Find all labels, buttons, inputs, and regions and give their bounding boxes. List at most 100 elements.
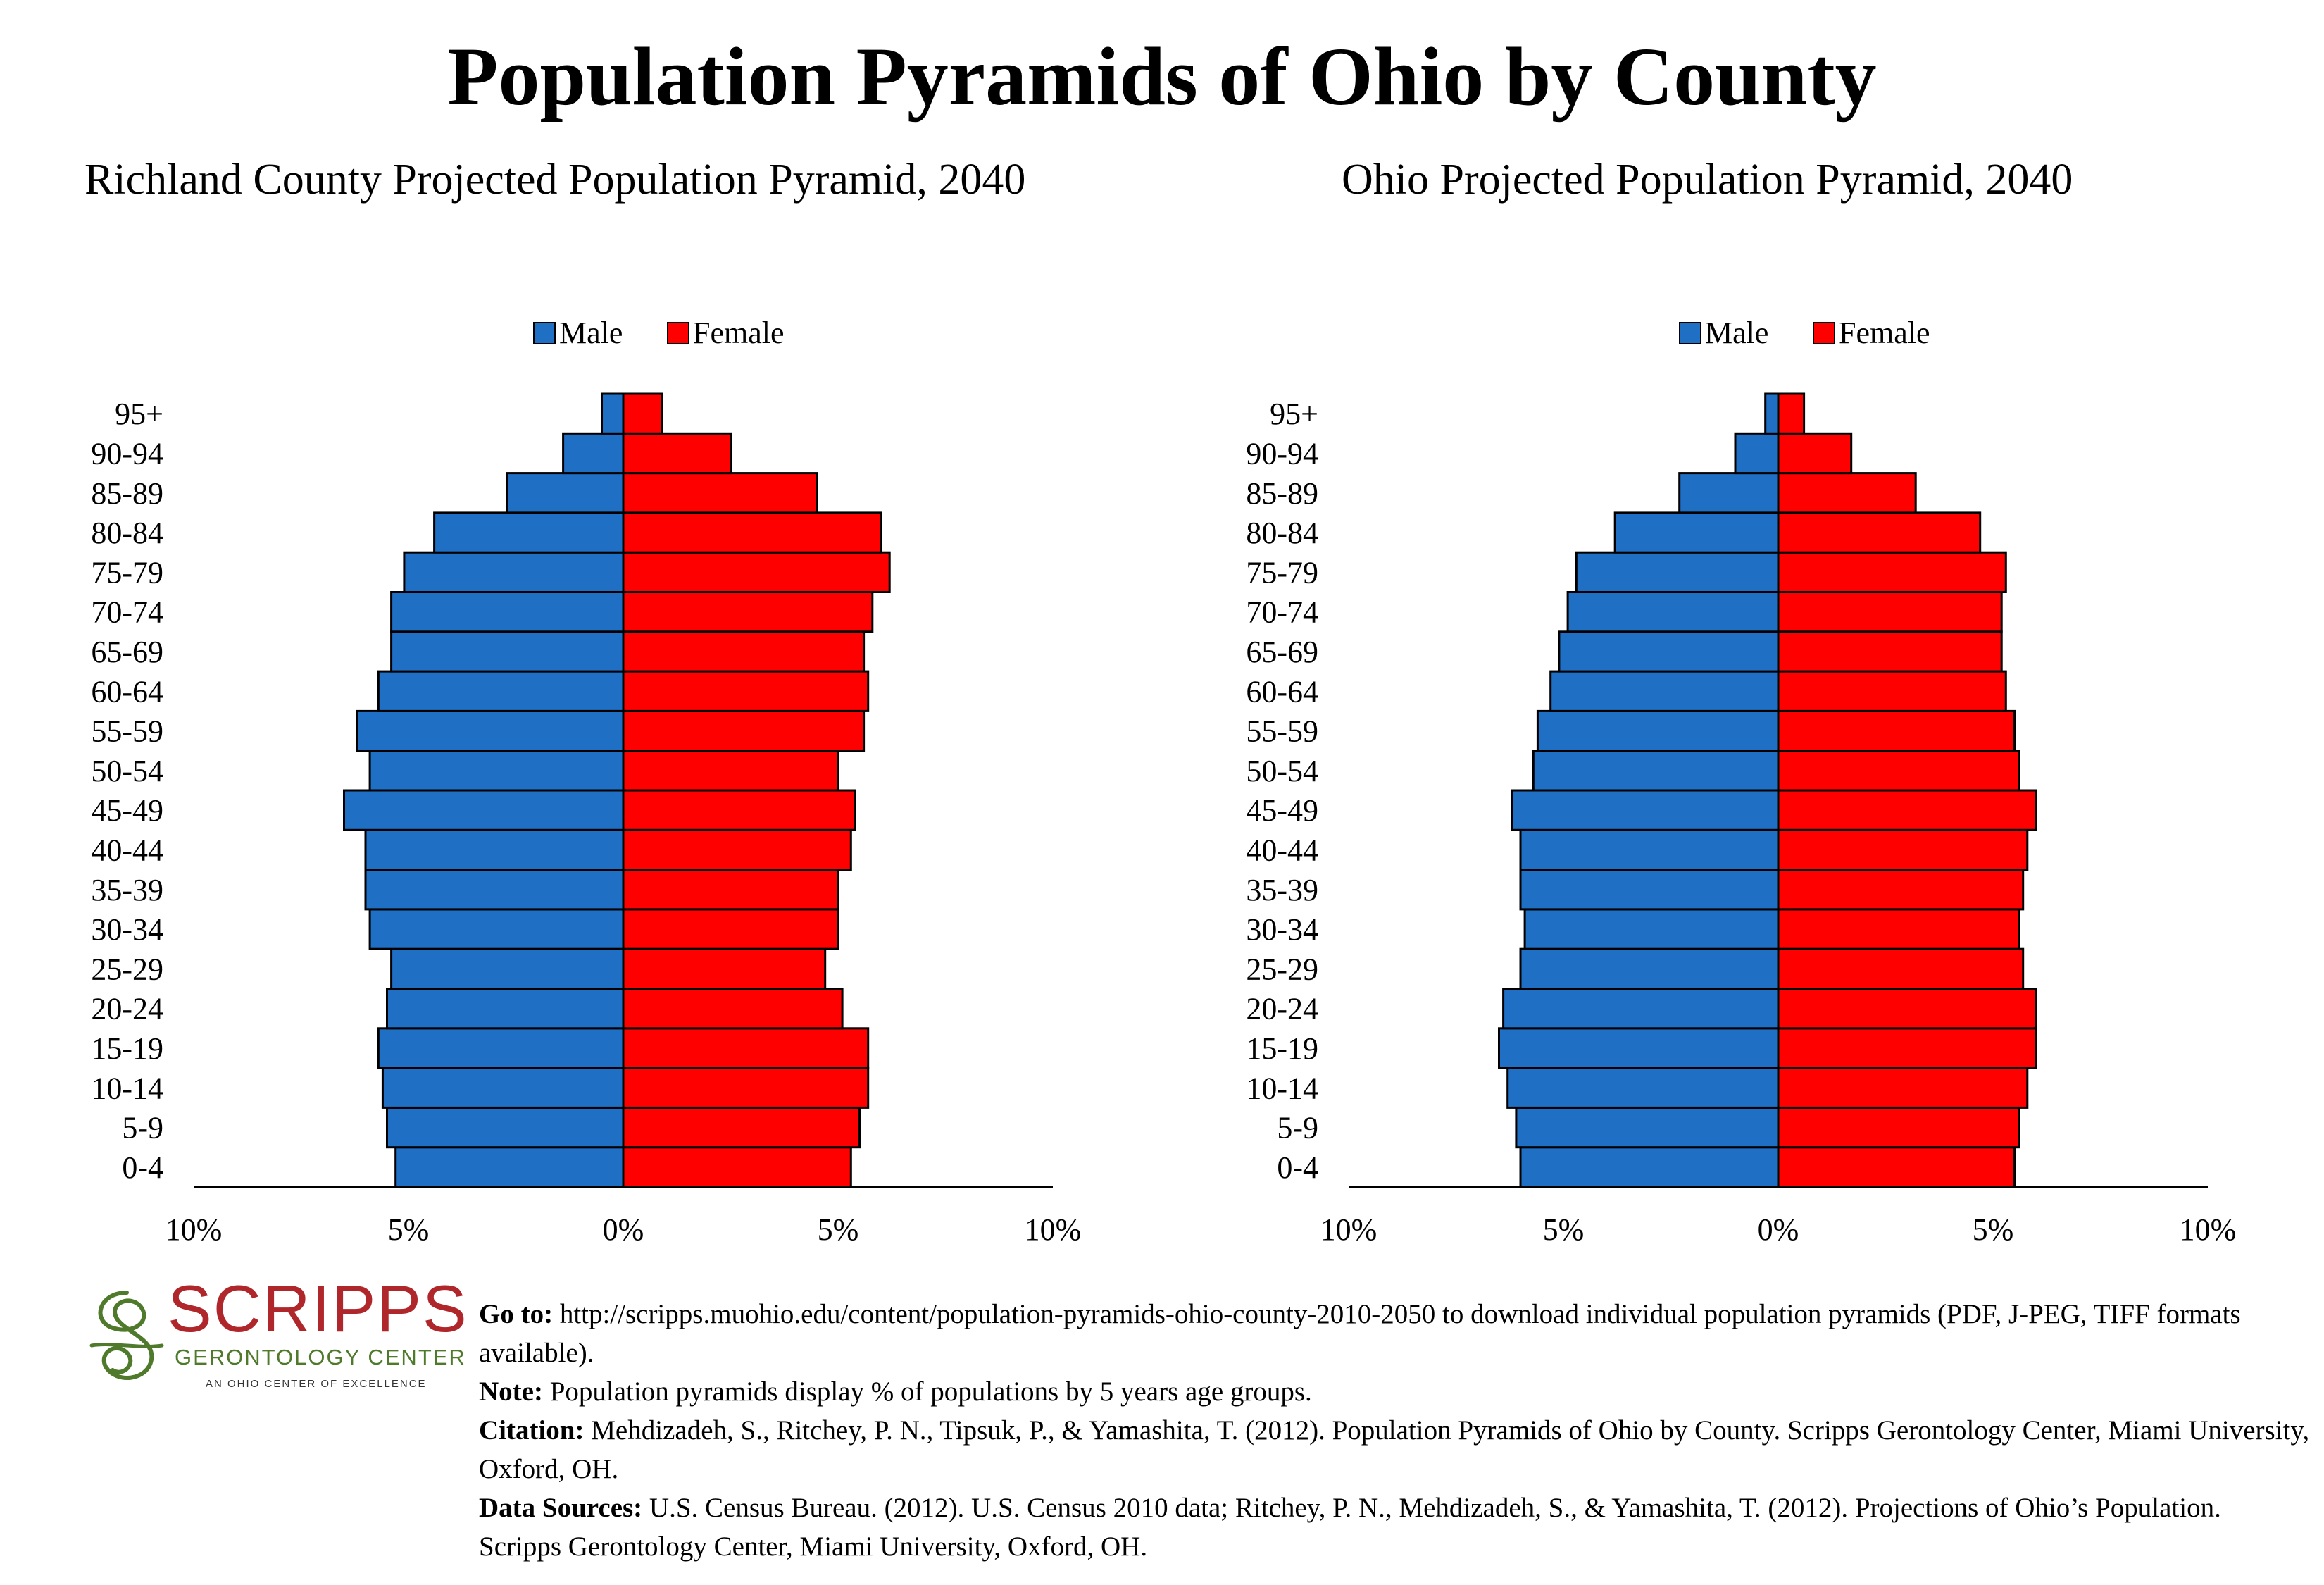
scripps-swirl-icon	[89, 1291, 164, 1380]
age-group-label: 75-79	[91, 555, 163, 590]
age-group-label: 75-79	[1246, 555, 1318, 590]
age-group-label: 5-9	[1277, 1111, 1318, 1145]
x-tick-label: 5%	[1543, 1212, 1585, 1247]
footer-notes: Go to: http://scripps.muohio.edu/content…	[479, 1295, 2310, 1566]
age-group-label: 15-19	[1246, 1031, 1318, 1066]
richland-chart-title: Richland County Projected Population Pyr…	[85, 156, 1026, 204]
female-bar	[622, 709, 866, 752]
male-bar	[1498, 1027, 1780, 1069]
male-bar	[356, 709, 625, 752]
male-bar	[364, 869, 625, 911]
age-group-label: 85-89	[91, 476, 163, 511]
male-bar	[1523, 908, 1780, 950]
female-bar	[622, 1146, 852, 1188]
age-group-label: 5-9	[122, 1111, 163, 1145]
female-bar	[1777, 630, 2003, 673]
age-group-label: 40-44	[1246, 833, 1318, 867]
citation-line: Citation: Mehdizadeh, S., Ritchey, P. N.…	[479, 1411, 2310, 1488]
female-bar	[1777, 392, 1806, 435]
male-bar	[368, 908, 625, 950]
male-bar	[403, 551, 625, 594]
male-bar	[390, 630, 625, 673]
female-bar	[1777, 988, 2037, 1030]
age-group-label: 95+	[115, 397, 163, 431]
male-bar	[1519, 1146, 1780, 1188]
male-bar	[1519, 828, 1780, 871]
age-group-label: 20-24	[91, 992, 163, 1026]
note-label: Note:	[479, 1376, 543, 1407]
goto-label: Go to:	[479, 1299, 554, 1329]
legend-female-swatch	[1813, 322, 1835, 344]
age-group-label: 60-64	[1246, 674, 1318, 709]
page-title: Population Pyramids of Ohio by County	[447, 30, 1877, 123]
female-bar	[622, 1106, 861, 1149]
x-tick-label: 5%	[818, 1212, 859, 1247]
legend-female-swatch	[667, 322, 689, 344]
female-bar	[1777, 1106, 2020, 1149]
male-bar	[1575, 551, 1780, 594]
sources-text: U.S. Census Bureau. (2012). U.S. Census …	[479, 1493, 2221, 1562]
female-bar	[622, 630, 866, 673]
age-group-label: 95+	[1270, 397, 1318, 431]
female-bar	[1777, 1027, 2037, 1069]
male-bar	[433, 511, 625, 554]
female-bar	[622, 670, 870, 712]
male-bar	[386, 1106, 625, 1149]
male-bar	[377, 670, 625, 712]
female-bar	[622, 591, 874, 633]
age-group-label: 50-54	[91, 754, 163, 788]
male-bar	[381, 1067, 625, 1109]
male-bar	[1511, 789, 1780, 831]
age-group-label: 65-69	[91, 635, 163, 669]
female-bar	[622, 1027, 870, 1069]
male-bar	[1519, 947, 1780, 990]
male-bar	[1734, 432, 1780, 475]
female-bar	[1777, 709, 2016, 752]
ohio-chart-title: Ohio Projected Population Pyramid, 2040	[1342, 156, 2073, 204]
male-bar	[562, 432, 625, 475]
sources-label: Data Sources:	[479, 1493, 643, 1523]
female-bar	[1777, 472, 1917, 514]
male-bar	[1549, 670, 1780, 712]
age-group-label: 35-39	[1246, 873, 1318, 907]
citation-text: Mehdizadeh, S., Ritchey, P. N., Tipsuk, …	[479, 1415, 2310, 1484]
male-bar	[1613, 511, 1780, 554]
male-bar	[1558, 630, 1780, 673]
x-tick-label: 10%	[2180, 1212, 2237, 1247]
female-bar	[1777, 1067, 2029, 1109]
x-tick-label: 0%	[1758, 1212, 1799, 1247]
male-bar	[390, 591, 625, 633]
age-group-label: 30-34	[1246, 912, 1318, 947]
female-bar	[622, 988, 844, 1030]
age-group-label: 85-89	[1246, 476, 1318, 511]
male-bar	[343, 789, 625, 831]
legend-male-swatch	[533, 322, 556, 344]
age-group-label: 70-74	[1246, 595, 1318, 630]
male-bar	[386, 988, 625, 1030]
age-group-label: 80-84	[1246, 516, 1318, 550]
female-bar	[622, 432, 732, 475]
age-group-label: 25-29	[1246, 952, 1318, 986]
age-group-label: 55-59	[1246, 714, 1318, 749]
richland-pyramid-svg: Male Female 0-4 5-9 10-14 15-19 20-24 25-29 30-3…	[91, 316, 1081, 1247]
age-group-label: 0-4	[1277, 1150, 1318, 1185]
male-bar	[368, 750, 625, 792]
age-group-label: 35-39	[91, 873, 163, 907]
female-bar	[1777, 511, 1982, 554]
male-bar	[1519, 869, 1780, 911]
male-bar	[1506, 1067, 1780, 1109]
richland-chart: Richland County Projected Population Pyr…	[0, 141, 1155, 1268]
female-bar	[1777, 1146, 2016, 1188]
age-group-label: 15-19	[91, 1031, 163, 1066]
female-bar	[1777, 789, 2037, 831]
goto-link-text[interactable]: http://scripps.muohio.edu/content/popula…	[479, 1299, 2241, 1368]
legend-female-label: Female	[1839, 316, 1930, 350]
legend-male-label: Male	[559, 316, 623, 350]
male-bar	[377, 1027, 625, 1069]
male-bar	[394, 1146, 625, 1188]
x-tick-label: 0%	[603, 1212, 644, 1247]
female-bar	[1777, 591, 2003, 633]
scripps-logo: SCRIPPS GERONTOLOGY CENTER AN OHIO CENTE…	[85, 1276, 479, 1419]
age-group-label: 25-29	[91, 952, 163, 986]
male-bar	[1678, 472, 1780, 514]
